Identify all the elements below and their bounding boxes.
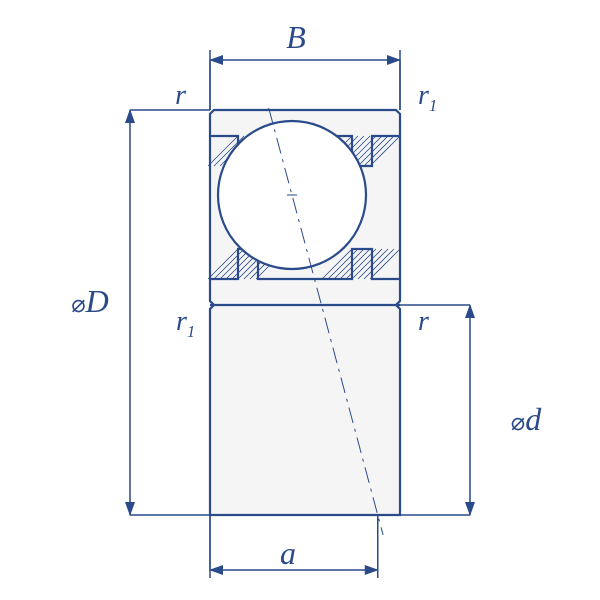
bearing-cross-section-diagram: B ⌀D ⌀d a r r1 r1 r — [0, 0, 600, 600]
label-r-mid-right: r — [418, 306, 429, 337]
label-r-top-left: r — [175, 80, 186, 111]
label-d: ⌀d — [511, 401, 542, 437]
label-B: B — [286, 19, 306, 55]
label-D: ⌀D — [71, 283, 109, 319]
label-r1-mid-left: r1 — [176, 306, 195, 341]
label-a: a — [280, 535, 296, 571]
label-r1-top-right: r1 — [418, 80, 437, 115]
